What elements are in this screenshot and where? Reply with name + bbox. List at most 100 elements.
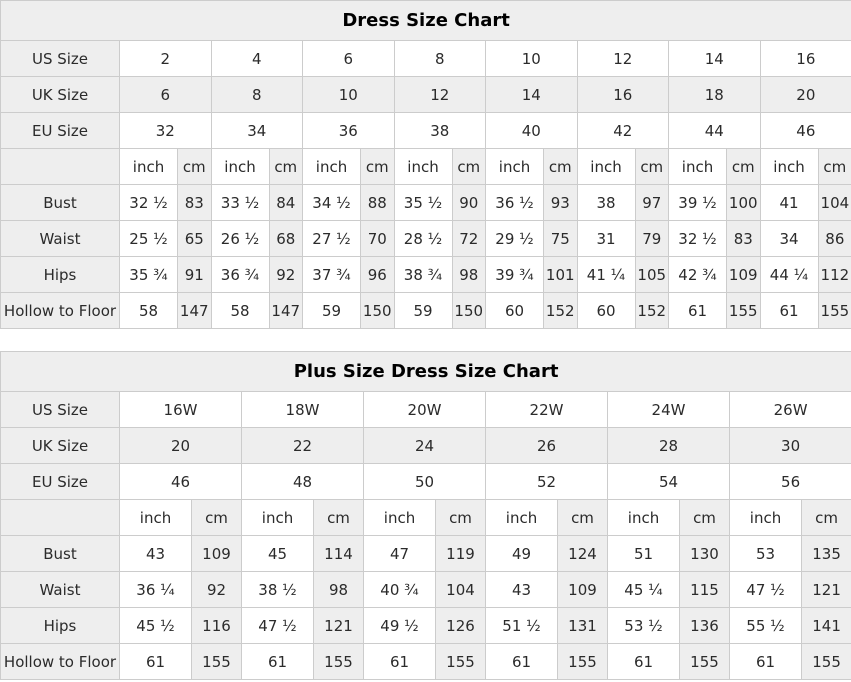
size-value-cell: 20: [119, 427, 242, 464]
size-value-cell: 20W: [363, 391, 486, 428]
measurement-inch-cell: 38: [576, 184, 636, 221]
measurement-cm-cell: 155: [679, 643, 730, 680]
measurement-inch-cell: 34 ½: [302, 184, 361, 221]
unit-cm-label: cm: [191, 499, 242, 536]
unit-inch-label: inch: [576, 148, 636, 185]
unit-header-row: inch cm inch cm inch cm inch cm inch cm inch cm inch…: [0, 148, 851, 185]
measurement-inch-cell: 43: [119, 535, 192, 572]
size-value-cell: 12: [576, 40, 669, 77]
size-row: EU Size 46 48 50 52 54 56: [0, 463, 851, 500]
measurement-cm-cell: 109: [726, 256, 761, 293]
size-value-cell: 38: [393, 112, 486, 149]
row-label: Bust: [0, 184, 120, 221]
size-value-cell: 34: [210, 112, 303, 149]
unit-inch-label: inch: [485, 148, 544, 185]
measurement-cm-cell: 114: [313, 535, 364, 572]
size-value-cell: 16W: [119, 391, 242, 428]
size-value-cell: 46: [119, 463, 242, 500]
measurement-inch-cell: 32 ½: [119, 184, 178, 221]
unit-inch-label: inch: [302, 148, 361, 185]
measurement-row: Bust 43 109 45 114 47 119 49 124 51 130 53 135: [0, 535, 851, 572]
measurement-inch-cell: 42 ¾: [668, 256, 727, 293]
measurement-inch-cell: 41: [759, 184, 819, 221]
measurement-cm-cell: 109: [191, 535, 242, 572]
measurement-cm-cell: 75: [543, 220, 578, 257]
measurement-cm-cell: 121: [313, 607, 364, 644]
measurement-cm-cell: 104: [435, 571, 486, 608]
size-value-cell: 18W: [241, 391, 364, 428]
size-value-cell: 14: [668, 40, 761, 77]
measurement-cm-cell: 96: [360, 256, 395, 293]
row-label: US Size: [0, 391, 120, 428]
measurement-inch-cell: 47: [363, 535, 436, 572]
unit-cm-label: cm: [679, 499, 730, 536]
measurement-cm-cell: 155: [800, 643, 851, 680]
measurement-inch-cell: 45: [241, 535, 314, 572]
unit-cm-label: cm: [634, 148, 669, 185]
table-title: Plus Size Dress Size Chart: [0, 351, 851, 392]
measurement-inch-cell: 61: [759, 292, 819, 329]
measurement-row: Bust 32 ½ 83 33 ½ 84 34 ½ 88 35 ½ 90 36 ½ 93 38 97 39…: [0, 184, 851, 221]
row-label: Hollow to Floor: [0, 643, 120, 680]
measurement-cm-cell: 130: [679, 535, 730, 572]
measurement-inch-cell: 61: [607, 643, 680, 680]
size-value-cell: 6: [302, 40, 395, 77]
row-label: Hips: [0, 256, 120, 293]
measurement-inch-cell: 44 ¼: [759, 256, 819, 293]
size-value-cell: 4: [210, 40, 303, 77]
measurement-cm-cell: 126: [435, 607, 486, 644]
measurement-cm-cell: 116: [191, 607, 242, 644]
size-value-cell: 16: [576, 76, 669, 113]
size-value-cell: 36: [302, 112, 395, 149]
size-value-cell: 24: [363, 427, 486, 464]
size-value-cell: 20: [759, 76, 851, 113]
measurement-inch-cell: 43: [485, 571, 558, 608]
measurement-cm-cell: 152: [543, 292, 578, 329]
measurement-inch-cell: 60: [485, 292, 544, 329]
measurement-inch-cell: 41 ¼: [576, 256, 636, 293]
unit-inch-label: inch: [210, 148, 270, 185]
measurement-inch-cell: 53 ½: [607, 607, 680, 644]
measurement-cm-cell: 155: [191, 643, 242, 680]
unit-inch-label: inch: [607, 499, 680, 536]
measurement-row: Hollow to Floor 58 147 58 147 59 150 59 150 60 152…: [0, 292, 851, 329]
measurement-cm-cell: 68: [268, 220, 303, 257]
measurement-cm-cell: 90: [451, 184, 486, 221]
measurement-inch-cell: 38 ½: [241, 571, 314, 608]
measurement-cm-cell: 92: [191, 571, 242, 608]
size-value-cell: 48: [241, 463, 364, 500]
measurement-cm-cell: 97: [634, 184, 669, 221]
size-value-cell: 14: [485, 76, 578, 113]
measurement-inch-cell: 35 ¾: [119, 256, 178, 293]
size-value-cell: 32: [119, 112, 212, 149]
unit-inch-label: inch: [759, 148, 819, 185]
measurement-cm-cell: 136: [679, 607, 730, 644]
unit-cm-label: cm: [557, 499, 608, 536]
measurement-cm-cell: 93: [543, 184, 578, 221]
measurement-inch-cell: 51 ½: [485, 607, 558, 644]
measurement-inch-cell: 28 ½: [393, 220, 453, 257]
dress-size-chart-table: Dress Size Chart US Size 2 4 6 8 10 12 14 16 UK Si…: [0, 0, 851, 329]
unit-inch-label: inch: [393, 148, 453, 185]
row-label: Waist: [0, 220, 120, 257]
measurement-inch-cell: 61: [729, 643, 802, 680]
measurement-cm-cell: 86: [817, 220, 851, 257]
row-label: Bust: [0, 535, 120, 572]
measurement-inch-cell: 53: [729, 535, 802, 572]
size-row: US Size 16W 18W 20W 22W 24W 26W: [0, 391, 851, 428]
measurement-inch-cell: 40 ¾: [363, 571, 436, 608]
measurement-cm-cell: 98: [451, 256, 486, 293]
unit-cm-label: cm: [313, 499, 364, 536]
measurement-inch-cell: 36 ½: [485, 184, 544, 221]
row-label: UK Size: [0, 427, 120, 464]
row-label: Hips: [0, 607, 120, 644]
row-label: US Size: [0, 40, 120, 77]
unit-row-blank-cell: [0, 499, 120, 536]
measurement-inch-cell: 58: [119, 292, 178, 329]
measurement-cm-cell: 155: [817, 292, 851, 329]
measurement-inch-cell: 38 ¾: [393, 256, 453, 293]
measurement-cm-cell: 98: [313, 571, 364, 608]
measurement-cm-cell: 155: [557, 643, 608, 680]
measurement-cm-cell: 115: [679, 571, 730, 608]
size-row: EU Size 32 34 36 38 40 42 44 46: [0, 112, 851, 149]
